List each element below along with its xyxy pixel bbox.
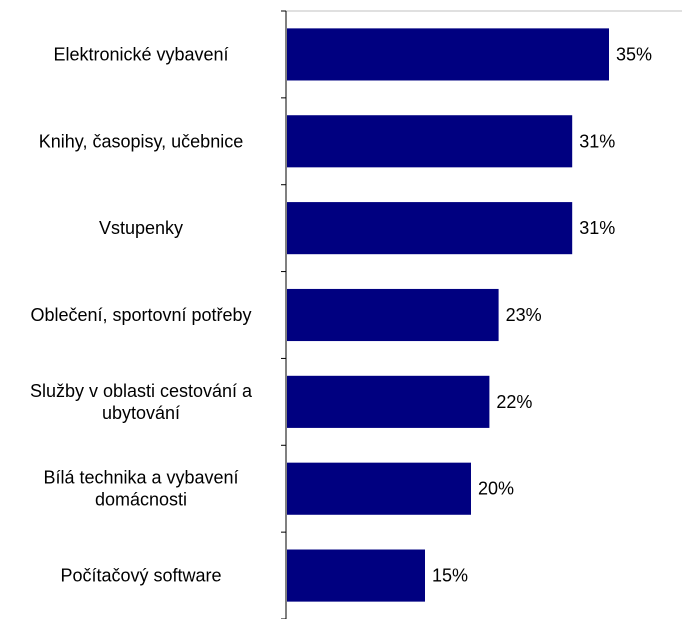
category-labels-group: Elektronické vybavení Knihy, časopisy, uč… xyxy=(30,44,253,585)
category-label: Služby v oblasti cestování a ubytování xyxy=(30,381,253,423)
value-label: 23% xyxy=(506,305,542,325)
category-label: Vstupenky xyxy=(99,218,183,238)
y-axis xyxy=(281,10,287,619)
bar xyxy=(287,375,490,428)
bar xyxy=(287,115,573,168)
value-labels-group: 35% 31% 31% 23% 22% 20% 15% xyxy=(432,44,652,585)
category-label: Elektronické vybavení xyxy=(53,44,228,64)
bars-group xyxy=(287,28,609,602)
value-label: 31% xyxy=(579,218,615,238)
value-label: 20% xyxy=(478,479,514,499)
value-label: 31% xyxy=(579,131,615,151)
category-label: Bílá technika a vybavení domácnosti xyxy=(43,468,238,510)
bar xyxy=(287,462,471,515)
bar xyxy=(287,288,499,342)
category-label: Počítačový software xyxy=(60,566,221,586)
value-label: 35% xyxy=(616,44,652,64)
bar xyxy=(287,202,573,255)
value-label: 15% xyxy=(432,566,468,586)
value-label: 22% xyxy=(496,392,532,412)
bar xyxy=(287,28,609,81)
bar xyxy=(287,549,425,602)
category-label: Knihy, časopisy, učebnice xyxy=(39,131,243,151)
category-label: Oblečení, sportovní potřeby xyxy=(30,305,251,325)
